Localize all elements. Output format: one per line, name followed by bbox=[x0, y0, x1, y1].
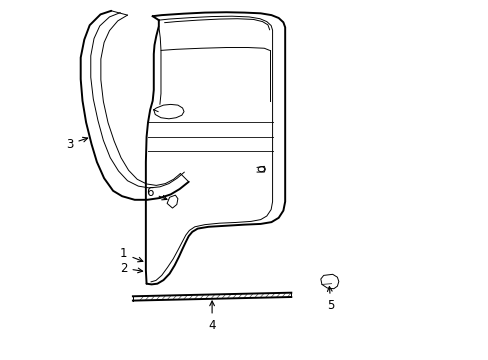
Polygon shape bbox=[167, 195, 178, 208]
Text: 2: 2 bbox=[120, 262, 142, 275]
Text: 3: 3 bbox=[66, 137, 87, 150]
Text: 4: 4 bbox=[208, 301, 215, 332]
Polygon shape bbox=[320, 274, 338, 289]
Text: 6: 6 bbox=[146, 186, 166, 200]
Text: 1: 1 bbox=[120, 247, 142, 262]
Text: 5: 5 bbox=[326, 287, 334, 312]
